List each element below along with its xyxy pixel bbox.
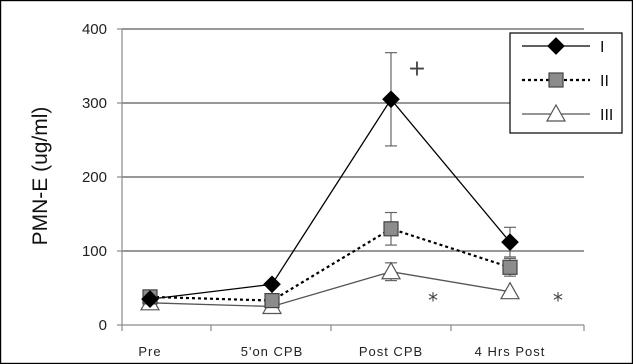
data-point — [499, 281, 521, 300]
data-point — [383, 221, 399, 237]
significance-marker: * — [553, 288, 563, 312]
legend-box — [509, 32, 623, 134]
legend-label: III — [600, 107, 613, 124]
data-point — [264, 292, 280, 309]
series-line — [149, 271, 511, 308]
significance-marker: + — [408, 57, 426, 82]
legend-label: I — [600, 39, 604, 56]
data-point — [263, 275, 281, 294]
x-tick-label: Post CPB — [359, 344, 423, 359]
data-point — [380, 261, 402, 280]
legend-marker — [547, 37, 565, 55]
x-tick-label: 5'on CPB — [241, 344, 304, 359]
series-line — [149, 98, 511, 300]
x-tick-label: 4 Hrs Post — [475, 344, 546, 359]
legend-marker — [548, 72, 564, 88]
y-tick-label: 200 — [82, 169, 107, 186]
data-point — [382, 90, 400, 109]
legend-label: II — [600, 73, 609, 90]
y-axis-label: PMN-E (ug/ml) — [29, 107, 52, 246]
x-tick-labels: Pre 5'on CPB Post CPB 4 Hrs Post — [138, 344, 546, 359]
annotations: + * * — [408, 57, 563, 313]
legend-item-II: II — [522, 72, 609, 90]
legend-item-I: I — [522, 37, 604, 56]
series-line — [149, 227, 511, 302]
y-tick-label: 0 — [99, 317, 107, 334]
y-tick-label: 100 — [82, 243, 107, 260]
y-tick-labels: 0 100 200 300 400 — [82, 21, 107, 334]
x-tick-label: Pre — [138, 344, 161, 359]
legend-marker — [545, 103, 567, 122]
legend-item-III: III — [522, 103, 613, 124]
y-tick-label: 300 — [82, 95, 107, 112]
series — [139, 52, 521, 315]
data-point — [141, 290, 159, 308]
data-point — [502, 259, 518, 275]
axes — [117, 28, 585, 331]
y-tick-label: 400 — [82, 21, 107, 38]
data-point — [501, 233, 519, 251]
series-I — [141, 52, 519, 308]
significance-marker: * — [428, 288, 438, 312]
